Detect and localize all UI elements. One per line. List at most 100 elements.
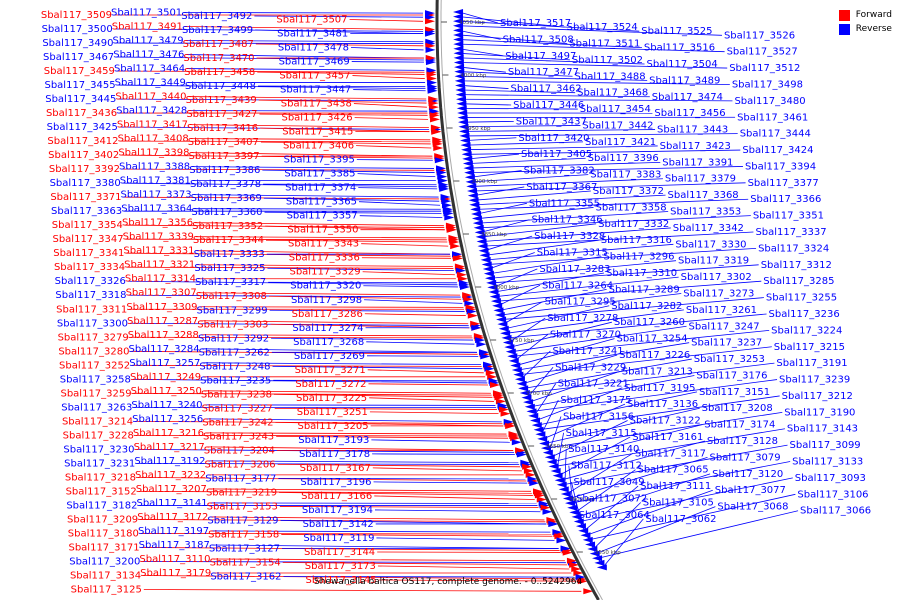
leader-line <box>116 70 425 73</box>
map-caption: Shewanella baltica OS117, complete genom… <box>314 577 583 587</box>
gene-label: Sbal117_3525 <box>641 26 712 37</box>
gene-label: Sbal117_3498 <box>732 79 803 90</box>
leader-line <box>359 215 443 218</box>
gene-label: Sbal117_3230 <box>63 444 134 455</box>
leader-line <box>459 25 722 36</box>
gene-feature <box>548 520 559 527</box>
gene-label: Sbal117_3228 <box>63 430 134 441</box>
gene-feature <box>457 275 468 282</box>
gene-label: Sbal117_3303 <box>197 319 268 330</box>
leader-line <box>477 207 594 219</box>
gene-label: Sbal117_3151 <box>699 387 770 398</box>
gene-feature <box>567 504 578 511</box>
leader-line <box>140 533 552 535</box>
leader-line <box>546 411 783 449</box>
gene-label: Sbal117_3328 <box>534 231 605 242</box>
gene-feature <box>494 311 505 318</box>
gene-feature <box>533 426 544 433</box>
leader-line <box>127 266 454 269</box>
gene-label: Sbal117_3209 <box>67 514 138 525</box>
gene-label: Sbal117_3252 <box>59 360 130 371</box>
leader-line <box>273 379 487 382</box>
leader-line <box>357 173 436 178</box>
left-leader-lines <box>114 12 582 592</box>
gene-feature <box>445 222 456 229</box>
gene-label: Sbal117_3449 <box>115 78 186 89</box>
gene-feature <box>444 214 455 221</box>
gene-label: Sbal117_3426 <box>281 113 352 124</box>
gene-label: Sbal117_3177 <box>205 473 276 484</box>
gene-label: Sbal117_3458 <box>184 67 255 78</box>
scale-tick-label: 3550 kbp <box>595 550 621 556</box>
gene-label: Sbal117_3438 <box>281 99 352 110</box>
leader-line <box>507 313 767 339</box>
leader-line <box>517 342 690 371</box>
gene-label: Sbal117_3504 <box>647 59 718 70</box>
leader-line <box>362 271 455 276</box>
leader-line <box>377 565 570 570</box>
gene-label: Sbal117_3415 <box>282 127 353 138</box>
leader-line <box>552 424 703 463</box>
leader-line <box>470 170 522 178</box>
gene-label: Sbal117_3437 <box>516 116 587 127</box>
gene-label: Sbal117_3144 <box>304 547 375 558</box>
leader-line <box>197 264 453 267</box>
gene-label: Sbal117_3416 <box>187 123 258 134</box>
gene-label: Sbal117_3110 <box>139 554 210 565</box>
gene-label: Sbal117_3378 <box>190 179 261 190</box>
gene-label: Sbal117_3191 <box>776 358 847 369</box>
leader-line <box>467 149 741 155</box>
gene-feature <box>594 559 605 566</box>
leader-line <box>371 439 510 443</box>
leader-line <box>137 462 520 465</box>
gene-feature <box>431 128 442 135</box>
leader-line <box>351 61 424 63</box>
gene-feature <box>500 410 511 417</box>
gene-feature <box>450 243 461 250</box>
leader-line <box>468 153 520 160</box>
gene-feature <box>432 140 443 147</box>
gene-label: Sbal117_3117 <box>635 448 706 459</box>
leader-line <box>558 436 631 476</box>
gene-label: Sbal117_3369 <box>191 193 262 204</box>
gene-label: Sbal117_3278 <box>547 313 618 324</box>
gene-feature <box>459 132 470 139</box>
leader-line <box>121 168 435 171</box>
leader-line <box>482 227 671 242</box>
gene-label: Sbal117_3307 <box>126 288 197 299</box>
gene-feature <box>596 564 607 571</box>
gene-feature <box>457 114 468 121</box>
leader-line <box>595 506 716 555</box>
gene-label: Sbal117_3469 <box>279 57 350 68</box>
gene-feature <box>426 67 437 74</box>
leader-line <box>583 485 639 531</box>
leader-line <box>277 463 521 468</box>
legend-item-reverse: Reverse <box>838 22 892 36</box>
gene-feature <box>425 38 436 45</box>
gene-label: Sbal117_3364 <box>121 204 192 215</box>
gene-feature <box>438 181 449 188</box>
gene-label: Sbal117_3066 <box>800 506 871 517</box>
gene-label: Sbal117_3360 <box>191 207 262 218</box>
gene-label: Sbal117_3257 <box>129 358 200 369</box>
gene-label: Sbal117_3357 <box>287 211 358 222</box>
leader-line <box>458 20 640 32</box>
leader-line <box>132 364 482 367</box>
gene-label: Sbal117_3491 <box>112 22 183 33</box>
gene-label: Sbal117_3219 <box>206 487 277 498</box>
gene-feature <box>485 275 496 282</box>
scale-tick-label: 3800 kbp <box>493 285 519 291</box>
gene-label: Sbal117_3344 <box>193 235 264 246</box>
gene-label: Sbal117_3421 <box>585 137 656 148</box>
gene-label: Sbal117_3462 <box>510 84 581 95</box>
gene-feature <box>519 389 530 396</box>
gene-label: Sbal117_3274 <box>292 323 363 334</box>
gene-label: Sbal117_3524 <box>567 22 638 33</box>
gene-label: Sbal117_3392 <box>49 164 120 175</box>
gene-label: Sbal117_3299 <box>196 305 267 316</box>
gene-feature <box>471 215 482 222</box>
gene-feature <box>480 353 491 360</box>
leader-line <box>260 127 430 133</box>
leader-line <box>185 40 424 43</box>
gene-feature <box>486 279 497 286</box>
